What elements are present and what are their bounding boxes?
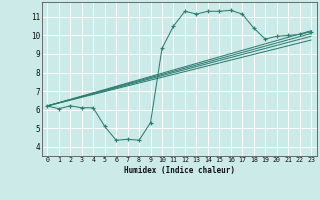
X-axis label: Humidex (Indice chaleur): Humidex (Indice chaleur) — [124, 166, 235, 175]
